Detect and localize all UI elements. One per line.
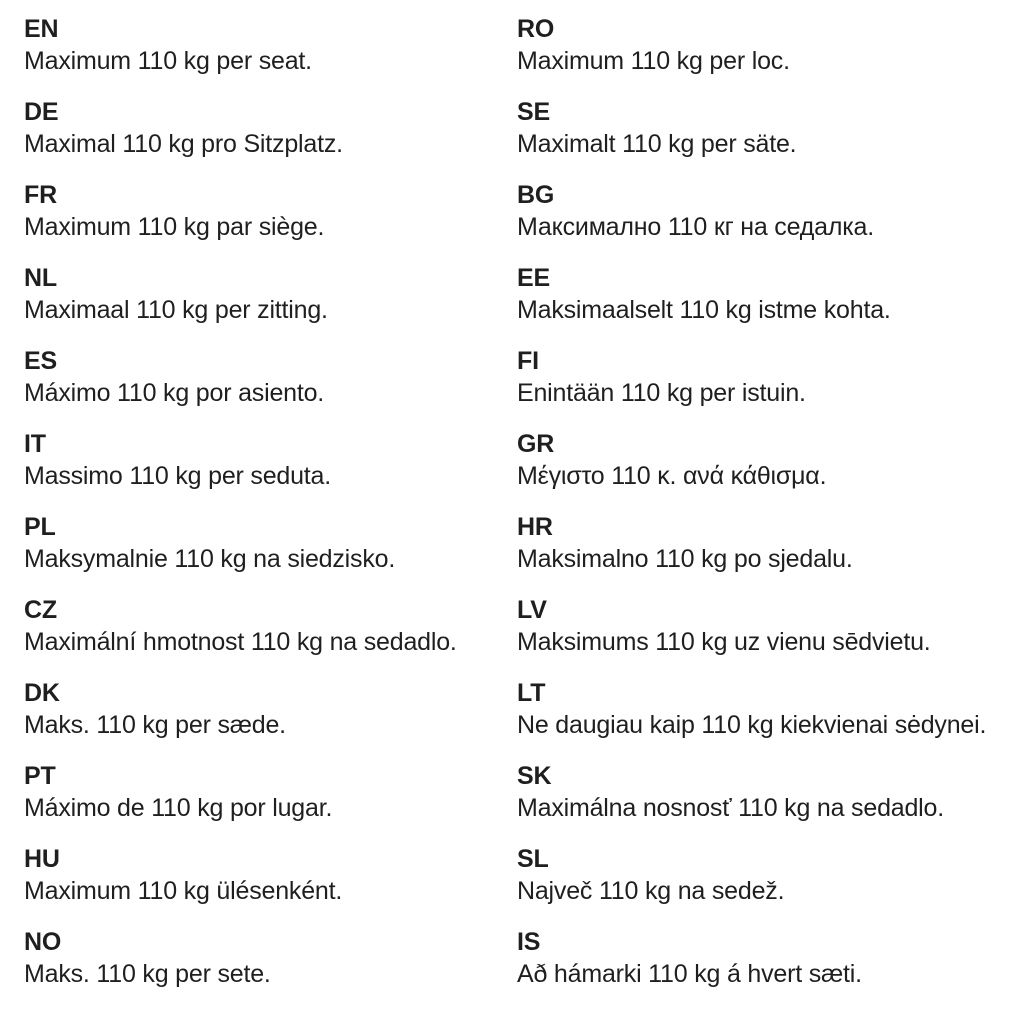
lang-entry: EN Maximum 110 kg per seat.	[24, 13, 517, 77]
lang-code-label: GR	[517, 430, 555, 458]
translation-text: Að hámarki 110 kg á hvert sæti.	[517, 960, 862, 988]
lang-code-label: SK	[517, 762, 552, 790]
translation-text: Massimo 110 kg per seduta.	[24, 462, 331, 490]
translation-text: Maximální hmotnost 110 kg na sedadlo.	[24, 628, 457, 656]
translation-text: Maximalt 110 kg per säte.	[517, 130, 797, 158]
language-column-right: RO Maximum 110 kg per loc. SE Maximalt 110 …	[517, 13, 1010, 1009]
lang-entry: FI Enintään 110 kg per istuin.	[517, 345, 1010, 409]
lang-code-label: HU	[24, 845, 60, 873]
lang-entry: EE Maksimaalselt 110 kg istme kohta.	[517, 262, 1010, 326]
translation-text: Максимално 110 кг на седалка.	[517, 213, 874, 241]
translation-text: Maximum 110 kg per loc.	[517, 47, 790, 75]
translation-text: Maximum 110 kg ülésenként.	[24, 877, 343, 905]
lang-entry: HU Maximum 110 kg ülésenként.	[24, 843, 517, 907]
lang-code-label: NL	[24, 264, 57, 292]
lang-entry: FR Maximum 110 kg par siège.	[24, 179, 517, 243]
translation-text: Máximo de 110 kg por lugar.	[24, 794, 333, 822]
lang-code-label: LT	[517, 679, 546, 707]
lang-entry: DE Maximal 110 kg pro Sitzplatz.	[24, 96, 517, 160]
lang-code-label: RO	[517, 15, 555, 43]
lang-entry: NL Maximaal 110 kg per zitting.	[24, 262, 517, 326]
translation-text: Μέγιστο 110 κ. ανά κάθισμα.	[517, 462, 827, 490]
lang-entry: HR Maksimalno 110 kg po sjedalu.	[517, 511, 1010, 575]
translation-text: Maksymalnie 110 kg na siedzisko.	[24, 545, 396, 573]
lang-code-label: EE	[517, 264, 550, 292]
lang-code-label: LV	[517, 596, 547, 624]
translation-text: Največ 110 kg na sedež.	[517, 877, 785, 905]
lang-code-label: ES	[24, 347, 57, 375]
lang-entry: SK Maximálna nosnosť 110 kg na sedadlo.	[517, 760, 1010, 824]
lang-code-label: HR	[517, 513, 553, 541]
lang-entry: DK Maks. 110 kg per sæde.	[24, 677, 517, 741]
lang-entry: PL Maksymalnie 110 kg na siedzisko.	[24, 511, 517, 575]
lang-entry: BG Максимално 110 кг на седалка.	[517, 179, 1010, 243]
lang-code-label: IS	[517, 928, 541, 956]
lang-code-label: BG	[517, 181, 555, 209]
translation-text: Maks. 110 kg per sete.	[24, 960, 271, 988]
translation-text: Maksimalno 110 kg po sjedalu.	[517, 545, 853, 573]
lang-code-label: SE	[517, 98, 550, 126]
translation-text: Ne daugiau kaip 110 kg kiekvienai sėdyne…	[517, 711, 987, 739]
translation-text: Maks. 110 kg per sæde.	[24, 711, 286, 739]
lang-entry: IS Að hámarki 110 kg á hvert sæti.	[517, 926, 1010, 990]
lang-entry: GR Μέγιστο 110 κ. ανά κάθισμα.	[517, 428, 1010, 492]
lang-code-label: SL	[517, 845, 549, 873]
translation-text: Enintään 110 kg per istuin.	[517, 379, 806, 407]
lang-entry: IT Massimo 110 kg per seduta.	[24, 428, 517, 492]
translation-text: Maximal 110 kg pro Sitzplatz.	[24, 130, 343, 158]
lang-entry: RO Maximum 110 kg per loc.	[517, 13, 1010, 77]
lang-code-label: EN	[24, 15, 59, 43]
lang-entry: LV Maksimums 110 kg uz vienu sēdvietu.	[517, 594, 1010, 658]
translation-text: Maximaal 110 kg per zitting.	[24, 296, 328, 324]
lang-code-label: PT	[24, 762, 56, 790]
lang-code-label: FI	[517, 347, 539, 375]
translation-text: Maksimums 110 kg uz vienu sēdvietu.	[517, 628, 931, 656]
lang-code-label: DK	[24, 679, 60, 707]
lang-entry: NO Maks. 110 kg per sete.	[24, 926, 517, 990]
lang-code-label: NO	[24, 928, 62, 956]
translation-text: Maximum 110 kg par siège.	[24, 213, 325, 241]
lang-entry: CZ Maximální hmotnost 110 kg na sedadlo.	[24, 594, 517, 658]
lang-entry: SL Največ 110 kg na sedež.	[517, 843, 1010, 907]
translation-text: Maximálna nosnosť 110 kg na sedadlo.	[517, 794, 944, 822]
lang-entry: ES Máximo 110 kg por asiento.	[24, 345, 517, 409]
lang-entry: SE Maximalt 110 kg per säte.	[517, 96, 1010, 160]
language-column-left: EN Maximum 110 kg per seat. DE Maximal 110 …	[24, 13, 517, 1009]
translation-text: Maksimaalselt 110 kg istme kohta.	[517, 296, 891, 324]
lang-code-label: CZ	[24, 596, 57, 624]
lang-code-label: FR	[24, 181, 57, 209]
translation-text: Máximo 110 kg por asiento.	[24, 379, 325, 407]
lang-entry: LT Ne daugiau kaip 110 kg kiekvienai sėdy…	[517, 677, 1010, 741]
lang-code-label: IT	[24, 430, 46, 458]
translation-text: Maximum 110 kg per seat.	[24, 47, 312, 75]
lang-code-label: DE	[24, 98, 59, 126]
lang-entry: PT Máximo de 110 kg por lugar.	[24, 760, 517, 824]
lang-code-label: PL	[24, 513, 56, 541]
